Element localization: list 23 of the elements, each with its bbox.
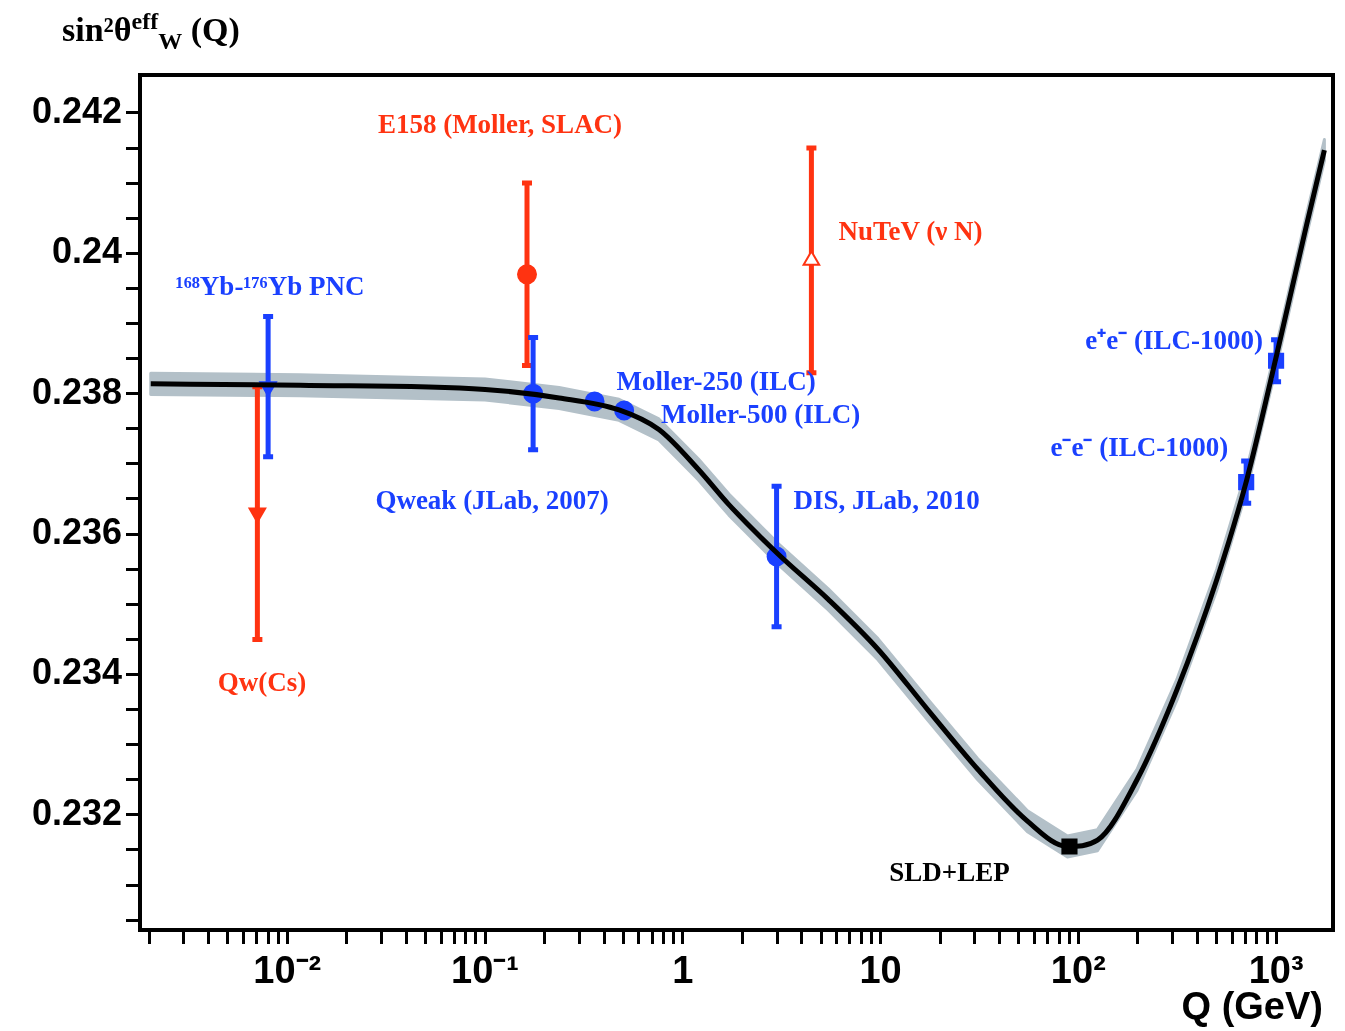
- annotation: Moller-500 (ILC): [661, 398, 861, 429]
- annotation: Qw(Cs): [217, 666, 307, 697]
- annotation: SLD+LEP: [889, 857, 1010, 888]
- y-tick-label: 0.236: [31, 511, 122, 553]
- y-tick-label: 0.232: [31, 791, 122, 833]
- x-tick-label: 10⁻¹: [451, 949, 519, 992]
- annotation: ¹⁶⁸Yb-¹⁷⁶Yb PNC: [175, 270, 365, 301]
- annotation: Moller-250 (ILC): [616, 366, 816, 397]
- x-tick-label: 10⁻²: [253, 949, 322, 992]
- x-tick-label: 10²: [1050, 949, 1106, 992]
- annotation: DIS, JLab, 2010: [793, 484, 980, 515]
- y-tick-label: 0.24: [51, 230, 122, 272]
- annotation: NuTeV (ν N): [838, 216, 983, 247]
- y-tick-label: 0.234: [31, 651, 122, 693]
- y-tick-label: 0.238: [31, 370, 122, 412]
- annotation: E158 (Moller, SLAC): [377, 108, 623, 139]
- y-tick-label: 0.242: [31, 89, 122, 131]
- x-tick-label: 1: [672, 949, 694, 992]
- x-tick-label: 10: [859, 949, 902, 992]
- annotation: Qweak (JLab, 2007): [375, 484, 609, 515]
- annotation: e⁻e⁻ (ILC-1000): [1050, 432, 1229, 463]
- annotation: e⁺e⁻ (ILC-1000): [1085, 324, 1264, 355]
- y-axis-title: sin²θ$^{eff}$$_{W}$ (Q): [62, 8, 240, 56]
